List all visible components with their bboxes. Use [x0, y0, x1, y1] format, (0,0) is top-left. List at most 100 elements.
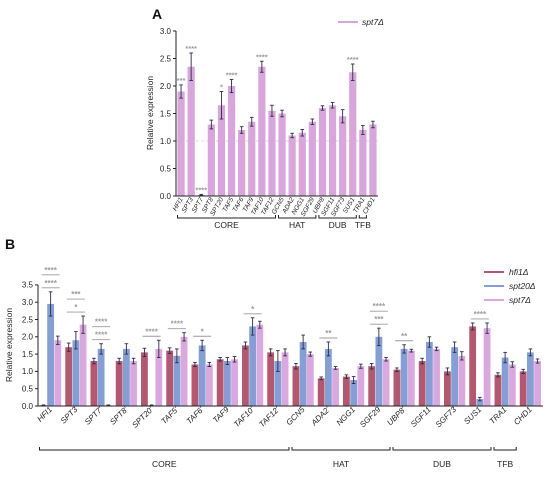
bar [469, 326, 477, 406]
significance-label: ** [325, 329, 332, 338]
bar [238, 130, 246, 196]
panel-a: A spt7Δ Relative expression 0.0 0.5 1.0 1.5… [145, 6, 384, 230]
bar [47, 303, 55, 406]
bar [115, 361, 123, 406]
significance-label: ** [401, 332, 408, 341]
y-tick-label: 0.5 [22, 385, 34, 394]
bar [501, 357, 509, 406]
bar [97, 348, 105, 406]
y-tick-label: 0.0 [160, 192, 172, 201]
panel-b: B hfi1Δ spt20Δ spt7Δ Relative expression… [4, 236, 543, 469]
panel-b-label: B [5, 236, 15, 252]
group-label: TFB [355, 220, 371, 230]
category-label: TAF5' [159, 405, 180, 426]
category-label: TAF10' [232, 405, 256, 429]
panel-a-label: A [152, 6, 162, 22]
significance-label: * [220, 83, 223, 92]
category-label: TAF6' [185, 405, 206, 426]
group-bracket [177, 215, 276, 219]
significance-label: * [251, 305, 255, 314]
category-label: TRA1 [488, 405, 509, 426]
category-label: ADA2' [309, 405, 332, 428]
category-label: SGF73 [434, 405, 459, 430]
category-label: UBP8' [385, 405, 408, 428]
y-tick-label: 0.5 [160, 164, 172, 173]
significance-label: *** [177, 76, 186, 85]
bar [451, 347, 459, 406]
bar [281, 352, 289, 406]
bar [407, 350, 415, 406]
bar [90, 361, 98, 406]
group-label: CORE [152, 459, 177, 469]
bar [268, 110, 276, 196]
legend-label-hfi1: hfi1Δ [509, 267, 529, 277]
bar [308, 121, 316, 196]
group-label: TFB [497, 459, 513, 469]
bar [476, 399, 484, 406]
bar [318, 108, 327, 196]
group-bracket [278, 215, 317, 219]
bar [425, 341, 433, 406]
category-label: SGF11 [409, 405, 433, 429]
significance-label: * [74, 303, 78, 312]
significance-label: **** [474, 310, 487, 319]
bar [418, 361, 426, 406]
significance-label: **** [226, 70, 238, 79]
bar [483, 328, 491, 406]
y-tick-label: 2.5 [160, 54, 172, 63]
bar [349, 72, 357, 196]
bar [216, 359, 224, 406]
bar [242, 345, 249, 406]
bar [223, 361, 231, 406]
group-bracket [358, 215, 367, 219]
bar [298, 132, 306, 196]
category-label: SPT3 [59, 405, 80, 426]
y-tick-label: 3.5 [22, 281, 34, 290]
bar [299, 341, 307, 406]
bar [343, 376, 350, 406]
bar [227, 86, 236, 196]
bar [359, 130, 367, 196]
group-label: DUB [329, 220, 347, 230]
significance-label: **** [44, 266, 57, 275]
y-tick-label: 1.0 [160, 137, 172, 146]
group-bracket [318, 215, 357, 219]
bar [166, 350, 174, 406]
bar [519, 371, 527, 406]
bar [249, 326, 257, 406]
bar [324, 348, 332, 406]
category-label: SUS1 [462, 405, 483, 426]
significance-label: **** [44, 279, 57, 288]
significance-label: *** [71, 290, 81, 299]
significance-label: **** [256, 52, 268, 61]
y-tick-label: 2.0 [22, 333, 34, 342]
y-tick-label: 2.5 [22, 315, 34, 324]
bar [400, 348, 408, 406]
significance-label: **** [171, 320, 184, 329]
bar [433, 348, 440, 406]
bar [256, 324, 264, 406]
group-bracket [392, 447, 492, 451]
y-tick-label: 3.0 [22, 298, 34, 307]
bar [534, 361, 541, 406]
panel-a-legend: spt7Δ [338, 17, 384, 27]
category-label: SGF29 [358, 405, 383, 430]
category-label: SPT7' [83, 405, 105, 427]
bar [65, 347, 73, 406]
bar [217, 105, 226, 196]
panel-a-y-axis-title: Relative expression [145, 76, 155, 150]
bar [207, 124, 215, 196]
bar [306, 354, 314, 406]
y-tick-label: 1.5 [22, 350, 34, 359]
bar [288, 135, 296, 196]
bar [526, 352, 534, 406]
bar [328, 105, 337, 196]
group-label: CORE [214, 220, 239, 230]
bar [332, 367, 339, 406]
significance-label: **** [145, 327, 158, 336]
y-tick-label: 2.0 [160, 82, 172, 91]
category-label: SPT8' [108, 405, 130, 427]
bar [494, 374, 502, 406]
